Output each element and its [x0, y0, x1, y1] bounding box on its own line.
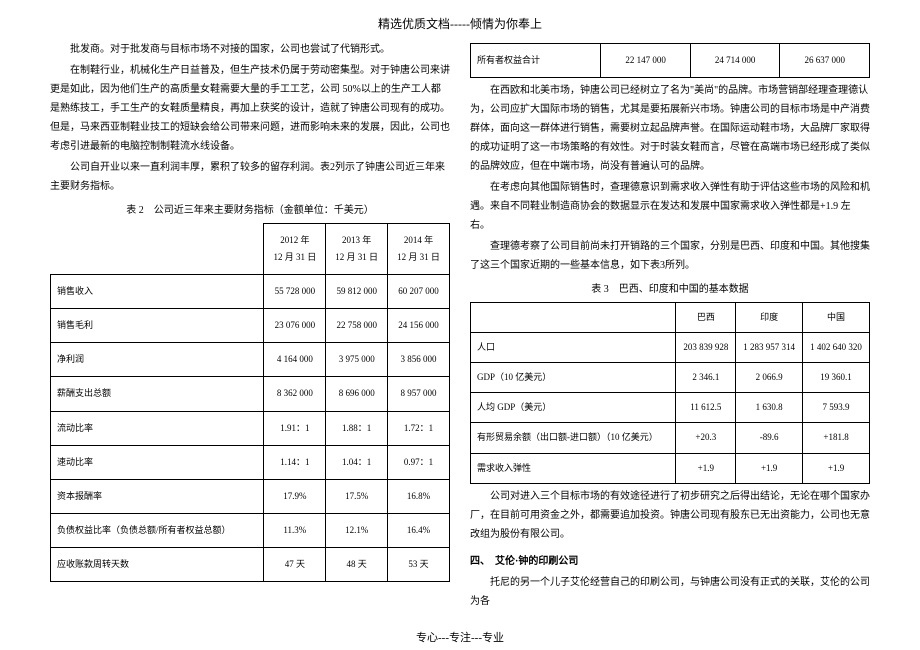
cell: +181.8: [803, 423, 870, 453]
paragraph: 公司对进入三个目标市场的有效途径进行了初步研究之后得出结论，无论在哪个国家办厂，…: [470, 487, 870, 544]
cell: 1.91：1: [264, 411, 326, 445]
cell: 7 593.9: [803, 393, 870, 423]
table-2-financial: 2012 年 12 月 31 日2013 年 12 月 31 日2014 年 1…: [50, 223, 450, 582]
cell: 负债权益比率（负债总额/所有者权益总额）: [51, 513, 264, 547]
cell: 8 696 000: [326, 377, 388, 411]
cell: 3 856 000: [388, 343, 450, 377]
cell: 26 637 000: [780, 44, 870, 78]
cell: 销售毛利: [51, 309, 264, 343]
cell: +1.9: [736, 453, 803, 483]
cell: 16.8%: [388, 479, 450, 513]
cell: [51, 224, 264, 275]
cell: 1.88：1: [326, 411, 388, 445]
page-header: 精选优质文档-----倾情为你奉上: [50, 15, 870, 32]
cell: 2014 年 12 月 31 日: [388, 224, 450, 275]
cell: 17.9%: [264, 479, 326, 513]
cell: 需求收入弹性: [471, 453, 676, 483]
right-column: 所有者权益合计22 147 00024 714 00026 637 000 在西…: [470, 40, 870, 613]
cell: 速动比率: [51, 445, 264, 479]
cell: 8 362 000: [264, 377, 326, 411]
cell: 24 156 000: [388, 309, 450, 343]
cell: 19 360.1: [803, 363, 870, 393]
cell: 60 207 000: [388, 275, 450, 309]
cell: 48 天: [326, 547, 388, 581]
cell: 203 839 928: [676, 333, 736, 363]
cell: 2 346.1: [676, 363, 736, 393]
cell: +1.9: [676, 453, 736, 483]
cell: 4 164 000: [264, 343, 326, 377]
cell: 8 957 000: [388, 377, 450, 411]
cell: 1 283 957 314: [736, 333, 803, 363]
cell: 12.1%: [326, 513, 388, 547]
cell: 流动比率: [51, 411, 264, 445]
cell: 11 612.5: [676, 393, 736, 423]
cell: 17.5%: [326, 479, 388, 513]
table-3-country-data: 巴西印度中国 人口203 839 9281 283 957 3141 402 6…: [470, 302, 870, 484]
cell: 巴西: [676, 303, 736, 333]
cell: 1 402 640 320: [803, 333, 870, 363]
cell: 3 975 000: [326, 343, 388, 377]
cell: 1.14：1: [264, 445, 326, 479]
cell: 净利润: [51, 343, 264, 377]
paragraph: 托尼的另一个儿子艾伦经营自己的印刷公司，与钟唐公司没有正式的关联，艾伦的公司为各: [470, 573, 870, 611]
cell: 人口: [471, 333, 676, 363]
left-column: 批发商。对于批发商与目标市场不对接的国家，公司也尝试了代销形式。 在制鞋行业，机…: [50, 40, 450, 613]
two-column-layout: 批发商。对于批发商与目标市场不对接的国家，公司也尝试了代销形式。 在制鞋行业，机…: [50, 40, 870, 613]
cell: 1.72：1: [388, 411, 450, 445]
paragraph: 在考虑向其他国际销售时，查理德意识到需求收入弹性有助于评估这些市场的风险和机遇。…: [470, 178, 870, 235]
cell: -89.6: [736, 423, 803, 453]
cell: 2012 年 12 月 31 日: [264, 224, 326, 275]
paragraph: 在西欧和北美市场，钟唐公司已经树立了名为"美尚"的品牌。市场营销部经理查理德认为…: [470, 81, 870, 176]
cell: 2013 年 12 月 31 日: [326, 224, 388, 275]
cell: GDP（10 亿美元）: [471, 363, 676, 393]
cell: 53 天: [388, 547, 450, 581]
cell: +1.9: [803, 453, 870, 483]
table-2-title: 表 2 公司近三年来主要财务指标（金额单位：千美元）: [50, 201, 450, 220]
cell: 16.4%: [388, 513, 450, 547]
cell: 22 147 000: [601, 44, 691, 78]
cell: [471, 303, 676, 333]
cell: 1.04：1: [326, 445, 388, 479]
table-3-title: 表 3 巴西、印度和中国的基本数据: [470, 280, 870, 299]
cell: 11.3%: [264, 513, 326, 547]
cell: 薪酬支出总额: [51, 377, 264, 411]
cell: 人均 GDP（美元）: [471, 393, 676, 423]
cell: 23 076 000: [264, 309, 326, 343]
section-heading: 四、 艾伦·钟的印刷公司: [470, 552, 870, 571]
cell: +20.3: [676, 423, 736, 453]
paragraph: 查理德考察了公司目前尚未打开销路的三个国家，分别是巴西、印度和中国。其他搜集了这…: [470, 237, 870, 275]
cell: 销售收入: [51, 275, 264, 309]
cell: 0.97：1: [388, 445, 450, 479]
cell: 24 714 000: [690, 44, 780, 78]
cell: 22 758 000: [326, 309, 388, 343]
cell: 应收账款周转天数: [51, 547, 264, 581]
table-2-continued: 所有者权益合计22 147 00024 714 00026 637 000: [470, 43, 870, 78]
cell: 印度: [736, 303, 803, 333]
cell: 59 812 000: [326, 275, 388, 309]
page-footer: 专心---专注---专业: [0, 629, 920, 645]
cell: 55 728 000: [264, 275, 326, 309]
cell: 中国: [803, 303, 870, 333]
cell: 2 066.9: [736, 363, 803, 393]
cell: 资本报酬率: [51, 479, 264, 513]
cell: 有形贸易余额（出口额-进口额）（10 亿美元）: [471, 423, 676, 453]
cell: 47 天: [264, 547, 326, 581]
cell: 所有者权益合计: [471, 44, 601, 78]
paragraph: 在制鞋行业，机械化生产日益普及，但生产技术仍属于劳动密集型。对于钟唐公司来讲更是…: [50, 61, 450, 156]
paragraph: 公司自开业以来一直利润丰厚，累积了较多的留存利润。表2列示了钟唐公司近三年来主要…: [50, 158, 450, 196]
cell: 1 630.8: [736, 393, 803, 423]
paragraph: 批发商。对于批发商与目标市场不对接的国家，公司也尝试了代销形式。: [50, 40, 450, 59]
